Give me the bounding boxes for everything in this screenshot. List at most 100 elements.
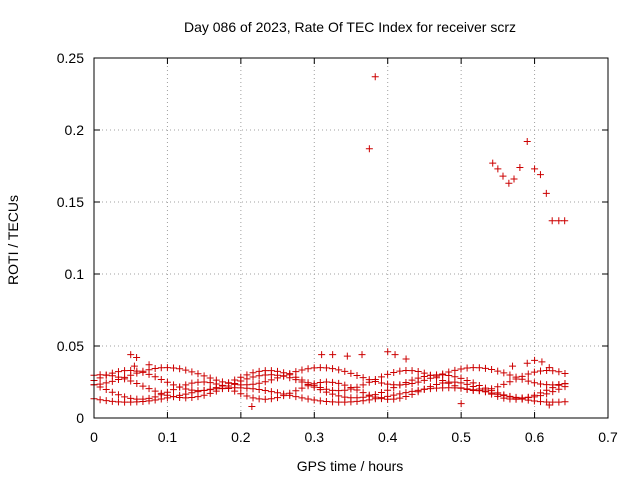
data-point bbox=[157, 375, 165, 383]
data-point bbox=[463, 364, 471, 372]
data-point bbox=[298, 366, 306, 374]
data-point bbox=[377, 373, 385, 381]
chart-title: Day 086 of 2023, Rate Of TEC Index for r… bbox=[184, 19, 516, 35]
data-point bbox=[365, 145, 373, 153]
data-point bbox=[457, 365, 465, 373]
data-point bbox=[524, 377, 532, 385]
data-point bbox=[537, 389, 545, 397]
data-point bbox=[114, 398, 122, 406]
data-point bbox=[402, 389, 410, 397]
data-point bbox=[182, 381, 190, 389]
y-tick-label: 0.1 bbox=[65, 266, 85, 282]
data-point bbox=[255, 386, 263, 394]
data-point bbox=[524, 396, 532, 404]
data-point bbox=[420, 385, 428, 393]
data-point bbox=[531, 165, 539, 173]
data-point bbox=[512, 373, 520, 381]
data-point bbox=[500, 380, 508, 388]
data-point bbox=[231, 380, 239, 388]
data-point bbox=[384, 386, 392, 394]
data-point bbox=[322, 397, 330, 405]
data-point bbox=[139, 367, 147, 375]
data-point bbox=[102, 371, 110, 379]
data-point bbox=[102, 386, 110, 394]
data-point bbox=[347, 398, 355, 406]
data-point bbox=[304, 365, 312, 373]
data-point bbox=[176, 383, 184, 391]
x-tick-label: 0.5 bbox=[451, 429, 471, 445]
data-point bbox=[304, 382, 312, 390]
data-point bbox=[243, 381, 251, 389]
data-point bbox=[359, 374, 367, 382]
data-point bbox=[548, 217, 556, 225]
data-point bbox=[108, 388, 116, 396]
data-point bbox=[341, 381, 349, 389]
data-point bbox=[248, 402, 256, 410]
data-point bbox=[371, 378, 379, 386]
data-point bbox=[96, 380, 104, 388]
data-point bbox=[439, 384, 447, 392]
data-point bbox=[255, 372, 263, 380]
data-point bbox=[163, 394, 171, 402]
data-point bbox=[102, 379, 110, 387]
data-point bbox=[170, 386, 178, 394]
data-point bbox=[121, 398, 129, 406]
data-point bbox=[280, 390, 288, 398]
data-point bbox=[402, 380, 410, 388]
data-point bbox=[292, 393, 300, 401]
data-point bbox=[530, 368, 538, 376]
data-point bbox=[555, 217, 563, 225]
data-point bbox=[194, 370, 202, 378]
data-point bbox=[353, 371, 361, 379]
x-axis-label: GPS time / hours bbox=[297, 458, 404, 474]
data-point bbox=[510, 175, 518, 183]
data-point bbox=[176, 391, 184, 399]
data-point bbox=[353, 397, 361, 405]
data-point bbox=[194, 388, 202, 396]
data-point bbox=[384, 370, 392, 378]
data-point bbox=[537, 398, 545, 406]
data-point bbox=[426, 374, 434, 382]
data-point bbox=[396, 381, 404, 389]
data-point bbox=[426, 385, 434, 393]
data-point bbox=[353, 386, 361, 394]
data-point bbox=[318, 351, 326, 359]
data-point bbox=[96, 371, 104, 379]
data-point bbox=[359, 389, 367, 397]
data-point bbox=[531, 356, 539, 364]
data-point bbox=[561, 380, 569, 388]
data-point bbox=[543, 381, 551, 389]
data-point bbox=[139, 382, 147, 390]
data-point bbox=[391, 351, 399, 359]
data-point bbox=[267, 376, 275, 384]
data-point bbox=[243, 392, 251, 400]
data-point bbox=[170, 364, 178, 372]
y-tick-label: 0.25 bbox=[57, 50, 84, 66]
data-point bbox=[310, 380, 318, 388]
axis-ticks: 0 0.1 0.2 0.3 0.4 0.5 0.6 0.7 0 0.05 0.1 0.15 0.2 0.2… bbox=[57, 50, 618, 445]
data-point bbox=[384, 380, 392, 388]
data-point bbox=[512, 394, 520, 402]
data-point bbox=[384, 348, 392, 356]
data-point bbox=[335, 379, 343, 387]
data-point bbox=[433, 372, 441, 380]
data-point bbox=[499, 172, 507, 180]
data-point bbox=[500, 392, 508, 400]
data-point bbox=[121, 373, 129, 381]
data-point bbox=[280, 372, 288, 380]
data-point bbox=[549, 398, 557, 406]
data-point bbox=[145, 385, 153, 393]
y-tick-label: 0.15 bbox=[57, 194, 84, 210]
data-point bbox=[170, 393, 178, 401]
data-point bbox=[451, 384, 459, 392]
data-point bbox=[102, 397, 110, 405]
y-tick-label: 0.2 bbox=[65, 122, 85, 138]
data-point bbox=[414, 378, 422, 386]
data-point bbox=[133, 354, 141, 362]
data-point bbox=[237, 381, 245, 389]
data-point bbox=[108, 397, 116, 405]
data-point bbox=[114, 375, 122, 383]
data-point bbox=[157, 364, 165, 372]
data-point bbox=[151, 396, 159, 404]
data-point bbox=[524, 370, 532, 378]
